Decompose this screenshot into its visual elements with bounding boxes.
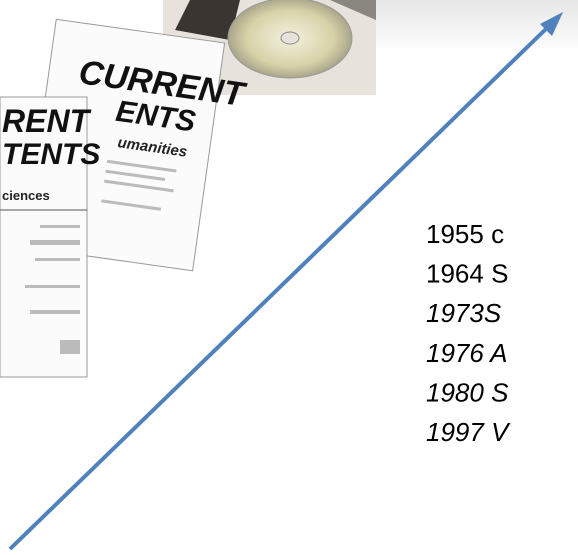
timeline-item: 1964 S bbox=[426, 259, 508, 289]
timeline-item: 1997 V bbox=[426, 417, 511, 447]
cover-title: RENT bbox=[2, 103, 92, 139]
page: {"covers": {"back": {"title1": "CURRENT"… bbox=[0, 0, 578, 555]
timeline-item: 1955 c bbox=[426, 219, 504, 249]
timeline-item: 1976 A bbox=[426, 338, 507, 368]
cover-subtitle: ciences bbox=[2, 188, 50, 203]
timeline-item: 1973S bbox=[426, 298, 502, 328]
cover-title: TENTS bbox=[2, 138, 100, 171]
slide: CURRENT ENTS umanities RENT TENTS cience… bbox=[0, 0, 578, 555]
timeline-item: 1980 S bbox=[426, 377, 509, 407]
front-cover: RENT TENTS ciences bbox=[0, 97, 100, 377]
